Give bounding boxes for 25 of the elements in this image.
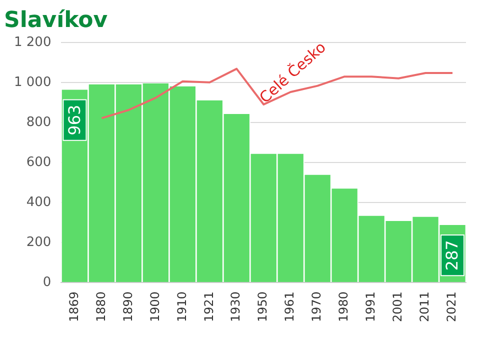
chart-title: Slavíkov <box>4 8 108 33</box>
x-tick-label: 2021 <box>444 291 459 322</box>
x-tick-label: 1980 <box>336 291 351 322</box>
x-tick-label: 2011 <box>418 291 432 322</box>
x-tick-label: 1950 <box>256 291 270 322</box>
x-tick-label: 1890 <box>120 291 135 322</box>
y-tick-label: 1 200 <box>14 34 52 50</box>
y-tick-label: 600 <box>26 154 52 170</box>
y-tick-label: 800 <box>26 114 52 130</box>
x-tick-label: 1910 <box>174 291 189 322</box>
x-tick-label: 2001 <box>390 291 405 322</box>
x-tick-label: 1930 <box>228 291 243 322</box>
x-tick-label: 1961 <box>282 291 297 322</box>
y-tick-label: 0 <box>42 274 52 290</box>
data-label: 287 <box>442 240 462 271</box>
x-tick-label: 1869 <box>66 291 81 322</box>
x-tick-label: 1991 <box>364 291 378 322</box>
x-tick-label: 1880 <box>94 291 108 322</box>
y-tick-label: 1 000 <box>14 74 52 90</box>
data-label: 963 <box>64 104 84 136</box>
x-tick-label: 1900 <box>148 291 162 322</box>
x-tick-label: 1970 <box>310 291 324 322</box>
x-tick-label: 1921 <box>202 291 216 322</box>
y-tick-label: 400 <box>26 194 52 210</box>
y-tick-label: 200 <box>26 234 52 250</box>
